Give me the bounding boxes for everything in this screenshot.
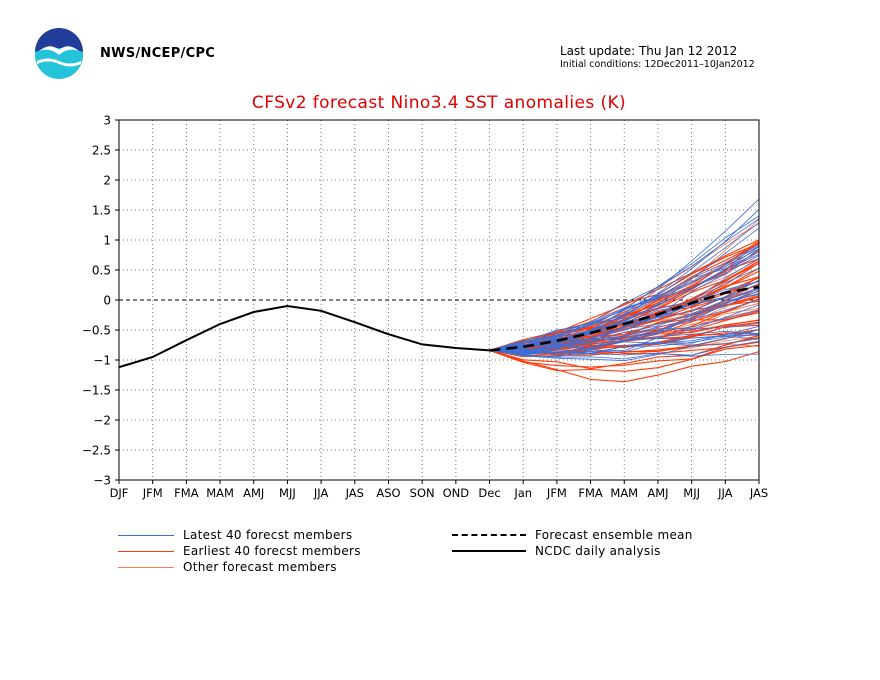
x-tick-label: OND — [443, 486, 470, 500]
member-line — [489, 227, 760, 354]
y-tick-label: 0 — [103, 294, 111, 308]
y-tick-label: 1 — [103, 234, 111, 248]
y-tick-label: −1.5 — [82, 384, 111, 398]
x-tick-label: ASO — [376, 486, 400, 500]
x-tick-label: JJA — [717, 486, 733, 500]
ensemble-mean-line — [489, 285, 760, 352]
logo-wave — [37, 58, 81, 67]
x-tick-label: FMA — [578, 486, 603, 500]
member-line — [489, 222, 760, 351]
y-tick-label: 2.5 — [92, 144, 111, 158]
logo-upper-half — [35, 28, 83, 52]
member-line — [489, 340, 760, 368]
y-tick-label: 0.5 — [92, 264, 111, 278]
member-line — [489, 209, 760, 351]
member-line — [489, 244, 760, 351]
latest-members-lines — [489, 198, 760, 362]
x-tick-label: MJJ — [683, 486, 700, 500]
x-tick-label: DJF — [110, 486, 129, 500]
x-tick-label: SON — [410, 486, 435, 500]
x-tick-label: AMJ — [647, 486, 668, 500]
member-line — [489, 338, 760, 362]
member-line — [489, 288, 760, 351]
member-line — [489, 333, 760, 354]
member-line — [489, 349, 760, 383]
x-axis-ticks: DJF JFM FMA MAM AMJ MJJ JJA JAS ASO SON OND Dec Jan J… — [110, 480, 768, 500]
y-tick-label: 2 — [103, 174, 111, 188]
ncdc-analysis-line — [118, 304, 490, 369]
member-line — [489, 290, 760, 354]
x-tick-label: JFM — [142, 486, 163, 500]
x-tick-label: JFM — [546, 486, 567, 500]
member-line — [489, 253, 760, 351]
y-axis-ticks: 3 2.5 2 1.5 1 0.5 0 −0.5 −1 −1.5 −2 −2.5 −3 — [82, 114, 119, 488]
x-tick-label: JJA — [313, 486, 329, 500]
x-tick-label: JAS — [749, 486, 768, 500]
y-tick-label: −2 — [93, 414, 111, 428]
member-line — [489, 344, 760, 372]
member-line — [489, 251, 760, 351]
member-line — [489, 198, 760, 351]
last-update-text: Last update: Thu Jan 12 2012 — [560, 44, 738, 58]
agency-label: NWS/NCEP/CPC — [100, 46, 216, 61]
y-tick-label: 1.5 — [92, 204, 111, 218]
y-tick-label: −2.5 — [82, 444, 111, 458]
x-tick-label: MAM — [610, 486, 638, 500]
member-line — [489, 248, 760, 354]
x-tick-label: Jan — [513, 486, 532, 500]
logo-gull — [39, 46, 79, 55]
y-tick-label: −0.5 — [82, 324, 111, 338]
x-tick-label: JAS — [345, 486, 364, 500]
y-tick-label: −3 — [93, 474, 111, 488]
x-tick-label: FMA — [174, 486, 199, 500]
y-tick-label: 3 — [103, 114, 111, 128]
x-tick-label: MAM — [206, 486, 234, 500]
x-tick-label: Dec — [478, 486, 500, 500]
noaa-logo — [35, 28, 83, 79]
x-tick-label: MJJ — [279, 486, 296, 500]
chart-title: CFSv2 forecast Nino3.4 SST anomalies (K) — [252, 93, 626, 113]
x-tick-label: AMJ — [243, 486, 264, 500]
y-tick-label: −1 — [93, 354, 111, 368]
initial-conditions-text: Initial conditions: 12Dec2011–10Jan2012 — [560, 59, 755, 70]
